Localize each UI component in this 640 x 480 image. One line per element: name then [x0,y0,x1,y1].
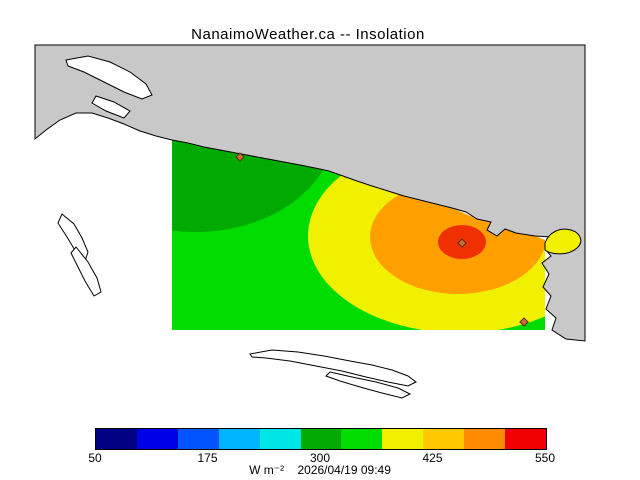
contour-peninsula-yellow [544,228,582,255]
island-outline [249,349,417,387]
station-marker-icon [457,238,467,248]
colorbar-units-label: W m⁻² [249,463,285,477]
contour-band-dark-green [172,140,335,232]
colorbar-segment [341,429,383,449]
station-markers [235,152,529,327]
colorbar-tick-label: 425 [422,451,443,465]
station-marker-icon [519,317,529,327]
island-outline [70,246,102,297]
colorbar-tick-label: 175 [197,451,218,465]
colorbar [95,428,547,450]
colorbar-segment [96,429,137,449]
mainland-landmass [34,44,586,342]
colorbar-segment [464,429,506,449]
colorbar-segment [136,429,178,449]
colorbar-segment [300,429,342,449]
colorbar-tick-label: 300 [309,451,331,465]
colorbar-segment [505,429,546,449]
inlet-channel-small [91,95,131,119]
colorbar-segment [423,429,465,449]
map-title: NanaimoWeather.ca -- Insolation [191,26,425,43]
colorbar-timestamp-label: 2026/04/19 09:49 [297,463,391,477]
inlet-channel [65,55,153,100]
colorbar-tick-label: 550 [534,451,556,465]
station-marker-icon [235,152,245,162]
colorbar-tick-label: 50 [88,451,102,465]
island-outline [325,371,412,399]
colorbar-segment [259,429,301,449]
colorbar-segment [382,429,424,449]
colorbar-segment [177,429,219,449]
colorbar-caption: W m⁻² 2026/04/19 09:49 [0,463,640,477]
colorbar-segment [218,429,260,449]
